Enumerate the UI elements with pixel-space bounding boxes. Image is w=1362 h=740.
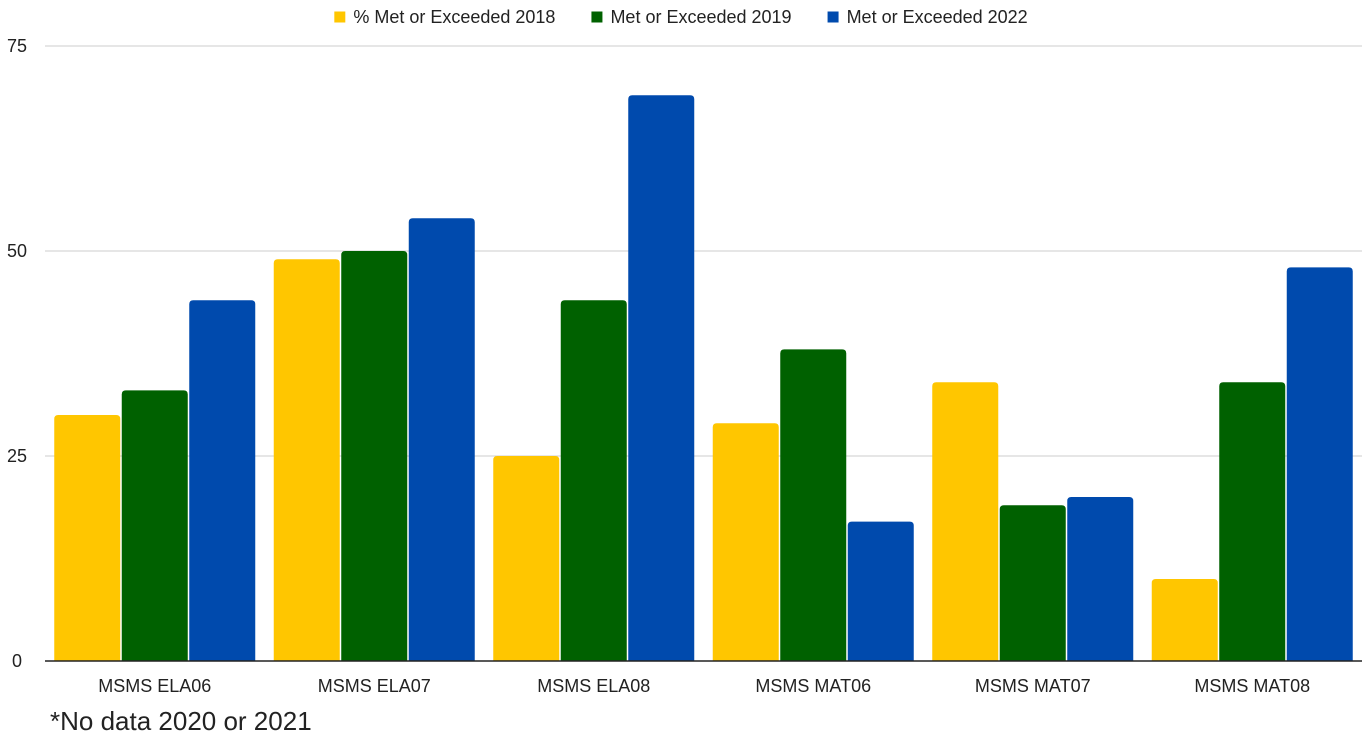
legend-swatch: [334, 11, 346, 23]
bars: [54, 95, 1353, 661]
footnote: *No data 2020 or 2021: [50, 706, 312, 736]
legend: % Met or Exceeded 2018 Met or Exceeded 20…: [334, 7, 1028, 27]
legend-swatch: [591, 11, 603, 23]
bar-1-4: [712, 423, 779, 661]
y-axis-ticks: 0 25 50 75: [7, 36, 27, 671]
bar-2-5: [999, 505, 1066, 661]
bar-1-6: [1151, 579, 1218, 661]
legend-label: Met or Exceeded 2022: [847, 7, 1028, 27]
x-tick-label: MSMS ELA06: [98, 676, 211, 696]
bar-2-4: [780, 349, 847, 661]
bar-3-4: [847, 521, 914, 661]
legend-item: % Met or Exceeded 2018: [334, 7, 555, 27]
bar-1-5: [932, 382, 999, 661]
legend-swatch: [827, 11, 839, 23]
x-tick-label: MSMS ELA07: [318, 676, 431, 696]
y-tick-label: 50: [7, 241, 27, 261]
y-tick-label: 25: [7, 446, 27, 466]
legend-item: Met or Exceeded 2022: [827, 7, 1028, 27]
x-tick-label: MSMS MAT06: [755, 676, 871, 696]
bar-2-6: [1219, 382, 1286, 661]
legend-label: % Met or Exceeded 2018: [353, 7, 555, 27]
x-axis-tick-labels: MSMS ELA06 MSMS ELA07 MSMS ELA08 MSMS MAT06…: [98, 676, 1310, 696]
bar-3-1: [189, 300, 256, 661]
gridlines: [45, 45, 1362, 457]
bar-2-3: [560, 300, 627, 661]
bar-2-1: [121, 390, 188, 661]
legend-item: Met or Exceeded 2019: [591, 7, 792, 27]
bar-1-2: [273, 259, 340, 661]
bar-1-1: [54, 415, 121, 661]
x-tick-label: MSMS ELA08: [537, 676, 650, 696]
bar-1-3: [493, 456, 560, 661]
x-tick-label: MSMS MAT08: [1194, 676, 1310, 696]
x-tick-label: MSMS MAT07: [975, 676, 1091, 696]
y-tick-label: 0: [12, 651, 22, 671]
bar-3-6: [1286, 267, 1353, 661]
legend-label: Met or Exceeded 2019: [610, 7, 791, 27]
bar-3-5: [1067, 497, 1134, 661]
bar-3-2: [408, 218, 475, 661]
bar-3-3: [628, 95, 695, 661]
y-tick-label: 75: [7, 36, 27, 56]
bar-2-2: [341, 251, 408, 661]
